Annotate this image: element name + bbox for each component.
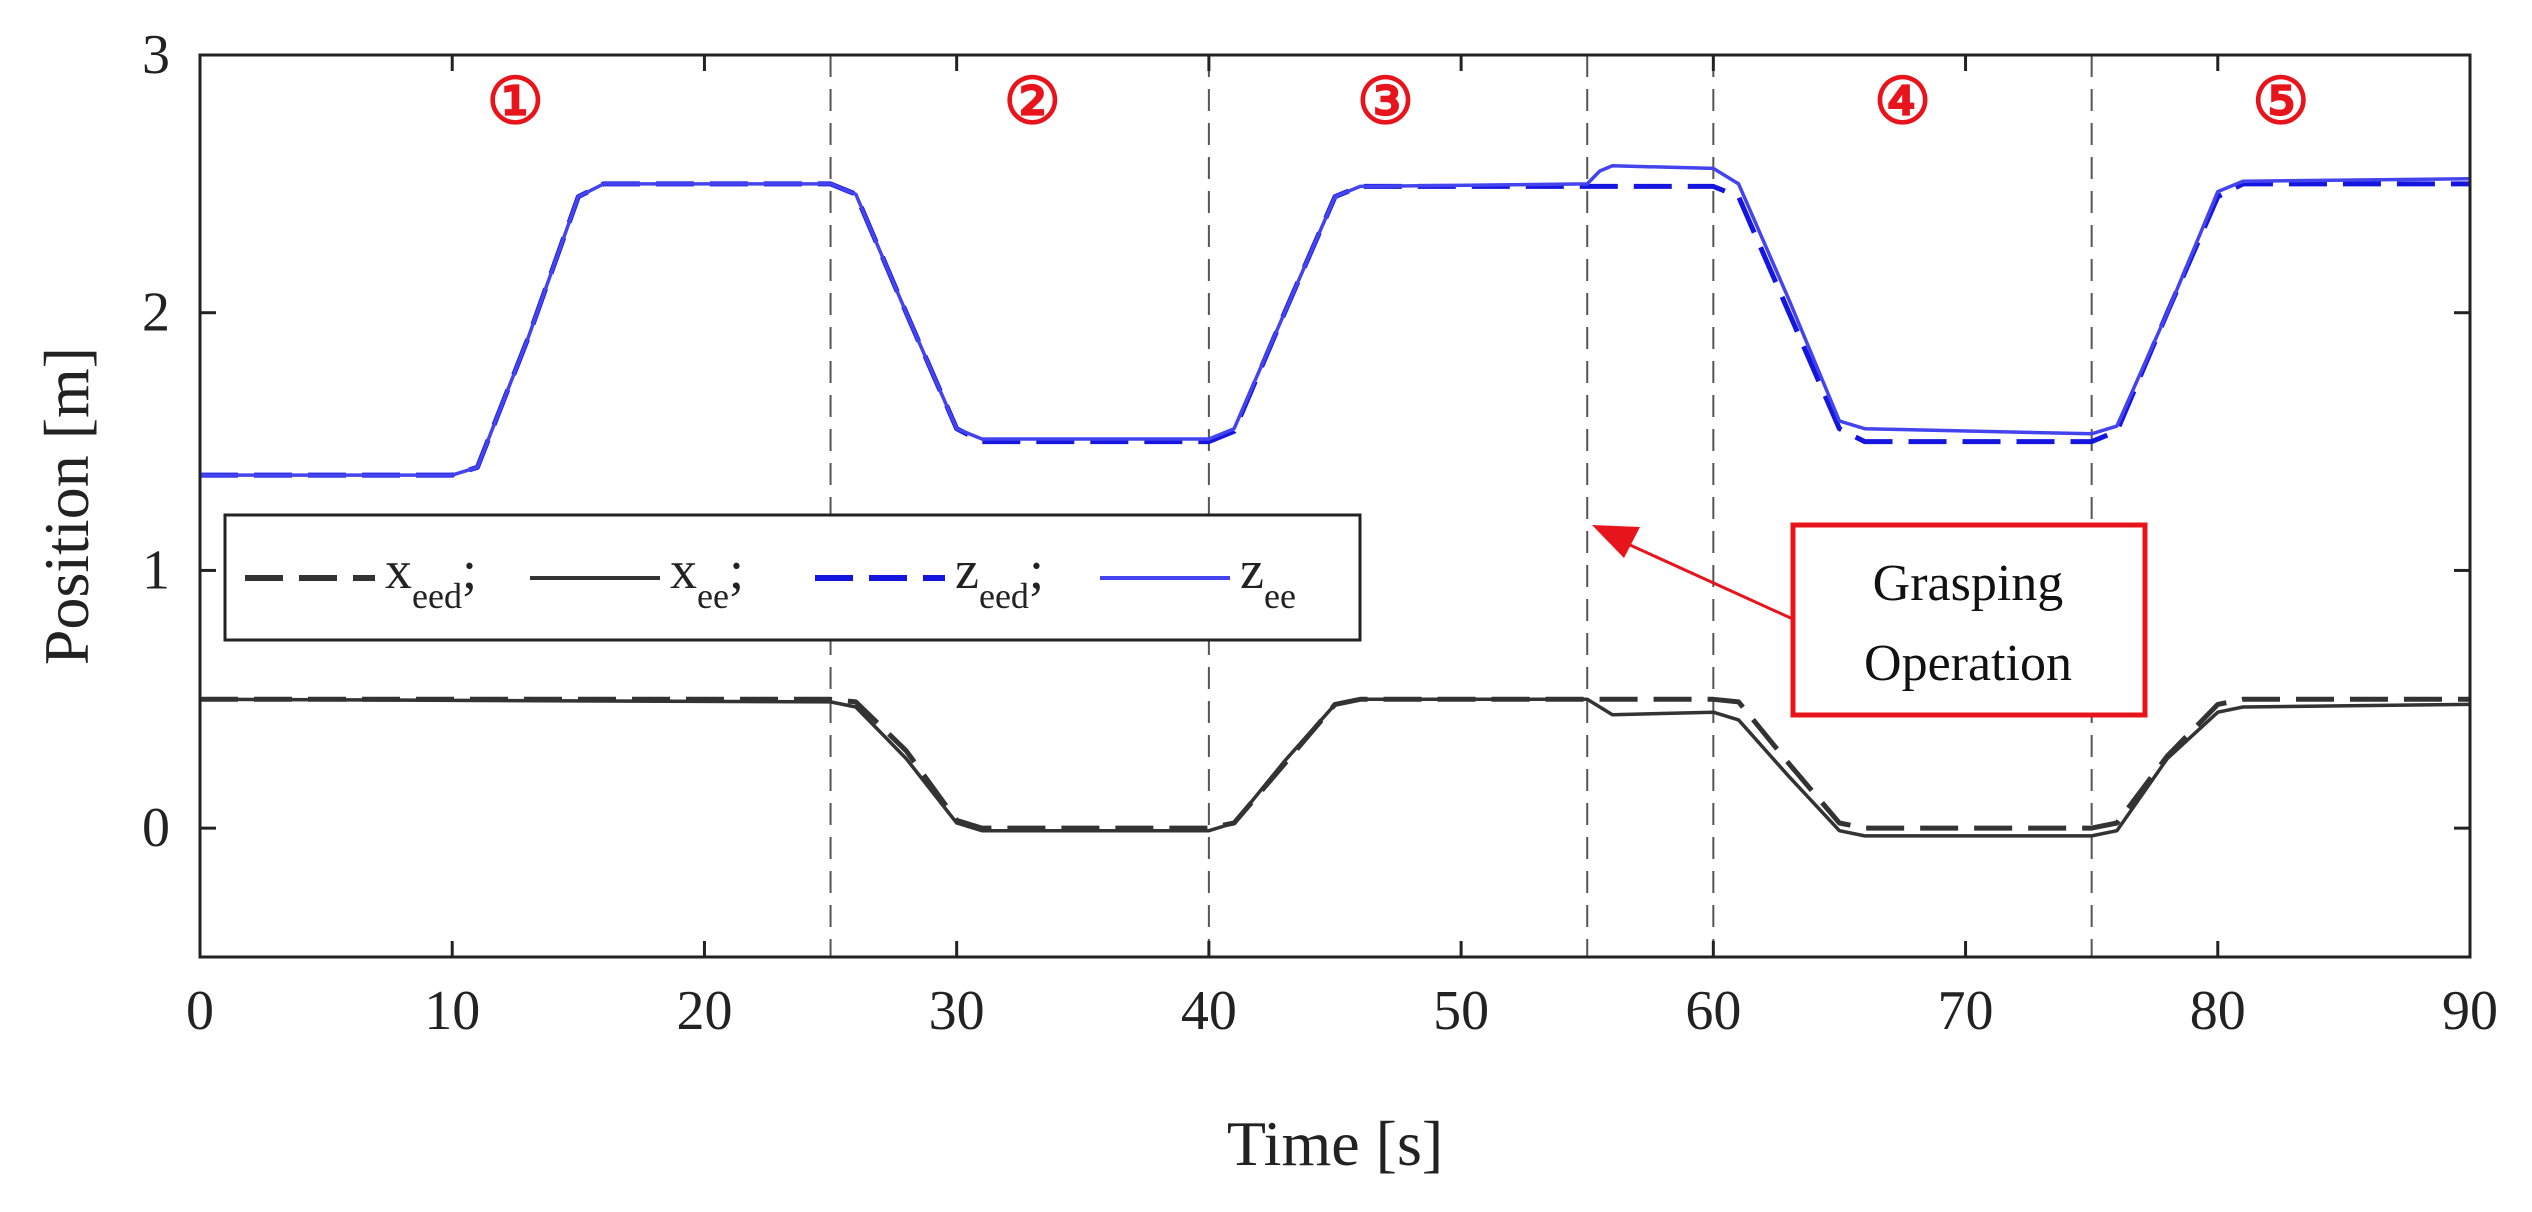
legend-label-z-eed: zeed; xyxy=(955,540,1044,616)
phase-labels: ① ② ③ ④ ⑤ xyxy=(487,64,2310,139)
annotation-box xyxy=(1790,522,2148,718)
y-axis-title: Position [m] xyxy=(31,347,102,665)
phase-label-4: ④ xyxy=(1874,64,1931,139)
x-tick-label: 90 xyxy=(2442,980,2498,1042)
y-tick-label: 0 xyxy=(142,797,170,859)
series-line-z-ee xyxy=(200,164,2471,477)
annotation-line-1: Grasping xyxy=(1873,555,2064,612)
legend-label-x-eed: xeed; xyxy=(385,540,477,616)
x-axis-title: Time [s] xyxy=(1227,1108,1443,1179)
series-line-z-eed xyxy=(200,181,2470,478)
x-tick-label: 0 xyxy=(186,980,214,1042)
plot-frame xyxy=(198,53,2472,959)
axis-ticks: 0 10 20 30 40 50 60 70 80 90 0 1 2 3 xyxy=(142,24,2498,1042)
series-group xyxy=(199,164,2471,838)
legend-label-x-ee: xee; xyxy=(670,540,744,616)
series-line-x-eed xyxy=(200,696,2470,831)
x-tick-label: 50 xyxy=(1433,980,1489,1042)
y-tick-label: 1 xyxy=(142,539,170,601)
phase-boundaries xyxy=(829,55,2093,957)
x-tick-label: 10 xyxy=(424,980,480,1042)
series-line-x-ee xyxy=(199,697,2471,838)
phase-label-2: ② xyxy=(1004,64,1061,139)
y-tick-label: 2 xyxy=(142,282,170,344)
x-tick-label: 40 xyxy=(1181,980,1237,1042)
x-tick-label: 60 xyxy=(1685,980,1741,1042)
annotation-arrow xyxy=(1629,543,1796,622)
annotation-line-2: Operation xyxy=(1864,635,2072,692)
x-tick-label: 80 xyxy=(2190,980,2246,1042)
x-tick-label: 70 xyxy=(1938,980,1994,1042)
phase-label-3: ③ xyxy=(1357,64,1414,139)
x-tick-label: 30 xyxy=(929,980,985,1042)
y-tick-label: 3 xyxy=(142,24,170,86)
x-tick-label: 20 xyxy=(676,980,732,1042)
legend: xeed; xee; zeed; zee xyxy=(223,513,1362,642)
grasping-annotation: Grasping Operation xyxy=(1592,522,2148,718)
phase-label-5: ⑤ xyxy=(2252,64,2309,139)
legend-label-z-ee: zee xyxy=(1240,540,1296,616)
annotation-arrowhead xyxy=(1592,525,1640,558)
phase-label-1: ① xyxy=(487,64,544,139)
